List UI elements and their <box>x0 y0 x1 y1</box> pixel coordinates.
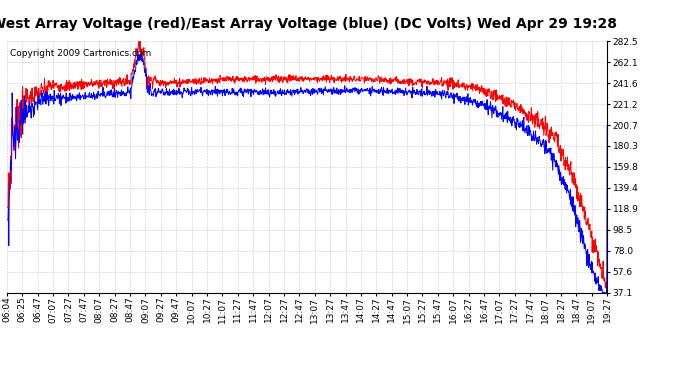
Text: West Array Voltage (red)/East Array Voltage (blue) (DC Volts) Wed Apr 29 19:28: West Array Voltage (red)/East Array Volt… <box>0 17 617 31</box>
Text: Copyright 2009 Cartronics.com: Copyright 2009 Cartronics.com <box>10 49 151 58</box>
